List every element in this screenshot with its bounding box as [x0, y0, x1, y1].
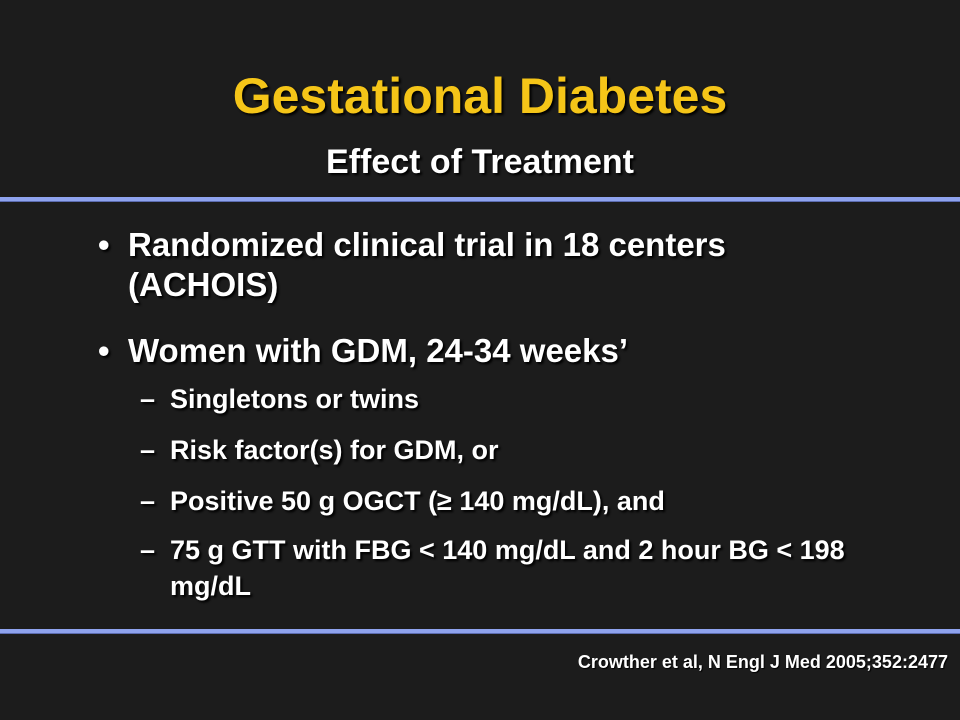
subbullet-marker: – — [140, 535, 156, 565]
subbullet-marker: – — [140, 384, 156, 414]
bullet-text: Randomized clinical trial in 18 centers … — [128, 226, 726, 303]
subbullet-item: – Risk factor(s) for GDM, or — [140, 432, 870, 468]
subbullet-item: – Positive 50 g OGCT (≥ 140 mg/dL), and — [140, 483, 870, 519]
bullet-marker: • — [98, 226, 110, 263]
top-divider — [0, 197, 960, 202]
subbullet-text: 75 g GTT with FBG < 140 mg/dL and 2 hour… — [170, 535, 845, 601]
subbullet-text: Singletons or twins — [170, 384, 420, 414]
subbullet-text: Risk factor(s) for GDM, or — [170, 435, 499, 465]
bullet-item: • Women with GDM, 24-34 weeks’ — [98, 331, 858, 371]
slide-title: Gestational Diabetes — [232, 68, 728, 124]
citation: Crowther et al, N Engl J Med 2005;352:24… — [577, 652, 948, 672]
slide-subtitle: Effect of Treatment — [326, 143, 634, 181]
bottom-divider — [0, 629, 960, 634]
subbullet-marker: – — [140, 486, 156, 516]
bullet-marker: • — [98, 332, 110, 369]
subbullet-item: – 75 g GTT with FBG < 140 mg/dL and 2 ho… — [140, 532, 870, 604]
bullet-text: Women with GDM, 24-34 weeks’ — [128, 332, 629, 369]
subbullet-marker: – — [140, 435, 156, 465]
subbullet-item: – Singletons or twins — [140, 381, 870, 417]
subbullet-text: Positive 50 g OGCT (≥ 140 mg/dL), and — [170, 486, 665, 516]
bullet-item: • Randomized clinical trial in 18 center… — [98, 225, 858, 305]
